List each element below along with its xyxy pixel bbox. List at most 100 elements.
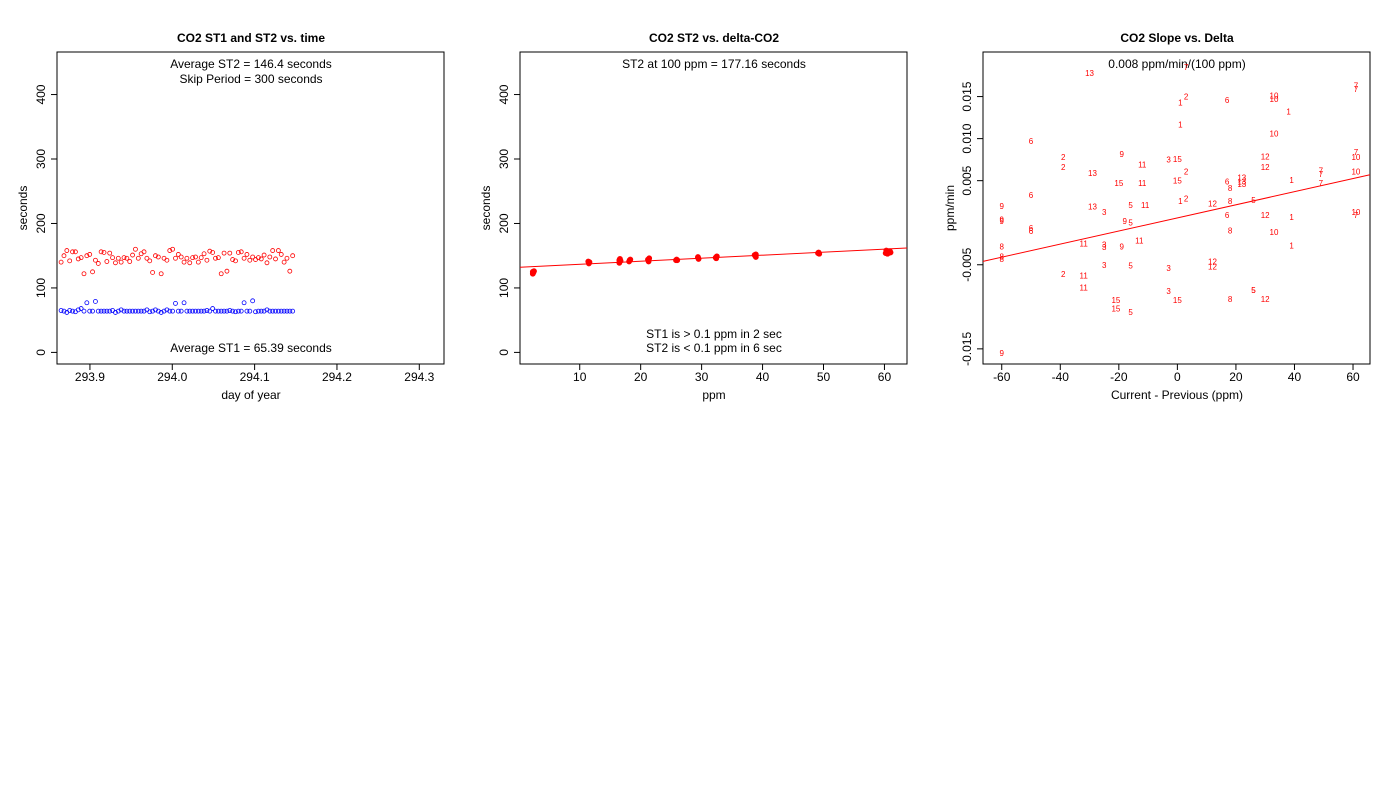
panel3-point-label: 15 xyxy=(1173,155,1182,164)
panel1-point-st2 xyxy=(150,270,156,275)
panel1-y-axis: 0 100 200 300 400 xyxy=(34,84,57,356)
panel1-point-st2 xyxy=(281,259,287,265)
panel3-point-label: 7 xyxy=(1319,167,1324,176)
panel3-x-axis: -60 -40 -20 0 20 40 60 xyxy=(993,364,1360,384)
panel1-point-st1 xyxy=(110,308,115,313)
panel1-point-st2 xyxy=(75,256,81,262)
panel1-point-st1 xyxy=(213,308,218,314)
panel3-y-label: ppm/min xyxy=(943,185,957,231)
panel3-point-label: 5 xyxy=(1128,308,1133,317)
panel1-point-st1 xyxy=(244,308,250,314)
panel2-point xyxy=(887,249,894,256)
panel3-point-label: 9 xyxy=(1120,242,1125,251)
panel1-point-st2 xyxy=(233,258,238,264)
panel1-point-st1 xyxy=(138,308,144,314)
panel3-point-label: 7 xyxy=(1354,85,1359,94)
panel1-point-st2 xyxy=(227,250,233,256)
panel2-st2-100ppm-text: ST2 at 100 ppm = 177.16 seconds xyxy=(622,57,806,71)
panel1-point-st2 xyxy=(218,271,224,277)
panel3-point-label: 12 xyxy=(1208,199,1217,208)
panel1-point-st1 xyxy=(101,308,107,314)
panel1-point-st1 xyxy=(207,308,213,314)
panel1-point-st1 xyxy=(238,308,244,314)
panel1-ytick-label: 300 xyxy=(34,149,48,169)
panel1-point-st1 xyxy=(87,308,93,314)
panel3-point-label: 15 xyxy=(1173,296,1182,305)
panel1-point-st2 xyxy=(173,255,178,261)
panel-st2-vs-delta: CO2 ST2 vs. delta-CO2 10 20 30 40 50 60 0 100 2… xyxy=(479,31,908,402)
panel1-point-st2 xyxy=(264,260,270,266)
panel1-point-st1 xyxy=(224,308,230,314)
panel3-point-label: 13 xyxy=(1085,69,1094,78)
panel1-point-st2 xyxy=(235,250,241,255)
panel1-avg-st1-text: Average ST1 = 65.39 seconds xyxy=(170,341,332,355)
panel1-point-st1 xyxy=(135,308,141,314)
panel1-point-st2 xyxy=(210,250,216,255)
panel3-point-label: 10 xyxy=(1351,153,1360,162)
panel1-point-st1 xyxy=(61,308,67,314)
panel3-point-label: 2 xyxy=(1061,153,1066,162)
panel2-title: CO2 ST2 vs. delta-CO2 xyxy=(649,31,779,45)
panel1-point-st1 xyxy=(273,308,278,314)
panel3-xtick-label: 20 xyxy=(1229,370,1243,384)
panel3-point-label: 7 xyxy=(1354,82,1359,91)
panel1-point-st1 xyxy=(250,298,256,304)
panel1-point-st2 xyxy=(147,258,153,264)
panel3-point-label: 1 xyxy=(1178,197,1183,206)
panel3-point-label: 5 xyxy=(1251,286,1256,295)
panel2-point xyxy=(674,257,681,264)
panel1-point-st2 xyxy=(184,255,190,261)
panel1-title: CO2 ST1 and ST2 vs. time xyxy=(177,31,325,45)
panel2-ytick-label: 100 xyxy=(497,278,511,298)
panel3-point-label: 10 xyxy=(1351,208,1360,217)
panel1-avg-st2-text: Average ST2 = 146.4 seconds xyxy=(170,57,332,71)
panel3-point-label: 6 xyxy=(1029,227,1034,236)
panel1-ytick-label: 200 xyxy=(34,213,48,233)
panel1-point-st2 xyxy=(158,271,164,277)
panel2-xtick-label: 50 xyxy=(817,370,831,384)
panel1-point-st2 xyxy=(261,252,267,258)
panel1-point-st2 xyxy=(73,249,78,255)
panel3-point-label: 12 xyxy=(1208,257,1217,266)
panel3-point-label: 2 xyxy=(1184,93,1189,102)
panel1-point-st1 xyxy=(281,308,287,314)
panel1-point-st2 xyxy=(287,268,293,274)
panel1-point-st2 xyxy=(290,253,296,259)
panel1-point-st2 xyxy=(201,251,207,257)
panel1-point-st1 xyxy=(195,308,201,314)
panel1-point-st1 xyxy=(261,308,267,314)
panel1-point-st2 xyxy=(98,249,104,255)
panel1-point-st1 xyxy=(258,308,264,314)
panel3-y-axis: -0.015 -0.005 0.005 0.010 0.015 xyxy=(960,81,983,366)
panel3-point-label: 13 xyxy=(1088,203,1097,212)
panel3-x-label: Current - Previous (ppm) xyxy=(1111,388,1243,402)
panel1-point-st2 xyxy=(167,248,173,253)
panel1-point-st2 xyxy=(70,249,75,255)
panel1-point-st1 xyxy=(78,306,84,311)
panel1-point-st1 xyxy=(75,307,81,313)
panel3-point-label: 11 xyxy=(1138,179,1147,188)
panel3-point-label: 7 xyxy=(1354,148,1359,157)
panel1-point-st1 xyxy=(67,308,73,313)
panel3-ytick-label: -0.015 xyxy=(960,332,974,366)
panel1-point-st2 xyxy=(121,255,127,261)
panel3-point-label: 5 xyxy=(1251,196,1256,205)
panel3-point-label: 2 xyxy=(1184,194,1189,203)
panel3-point-label: 11 xyxy=(1080,283,1089,292)
panel1-point-st1 xyxy=(130,308,135,314)
panel1-point-st1 xyxy=(121,308,127,314)
panel1-point-st2 xyxy=(175,252,181,257)
panel1-point-st2 xyxy=(198,255,204,261)
panel3-point-label: 3 xyxy=(1102,208,1107,217)
panel1-point-st2 xyxy=(64,248,70,253)
panel1-point-st1 xyxy=(275,308,281,314)
panel1-point-st1 xyxy=(218,308,224,314)
panel1-ytick-label: 400 xyxy=(34,84,48,104)
panel3-point-label: 13 xyxy=(1237,173,1246,182)
panel1-point-st1 xyxy=(270,308,276,314)
panel1-point-st1 xyxy=(230,308,236,314)
panel3-point-label: 9 xyxy=(1000,202,1005,211)
panel1-point-st1 xyxy=(278,308,284,314)
panel2-xtick-label: 40 xyxy=(756,370,770,384)
panel3-point-label: 5 xyxy=(1128,262,1133,271)
